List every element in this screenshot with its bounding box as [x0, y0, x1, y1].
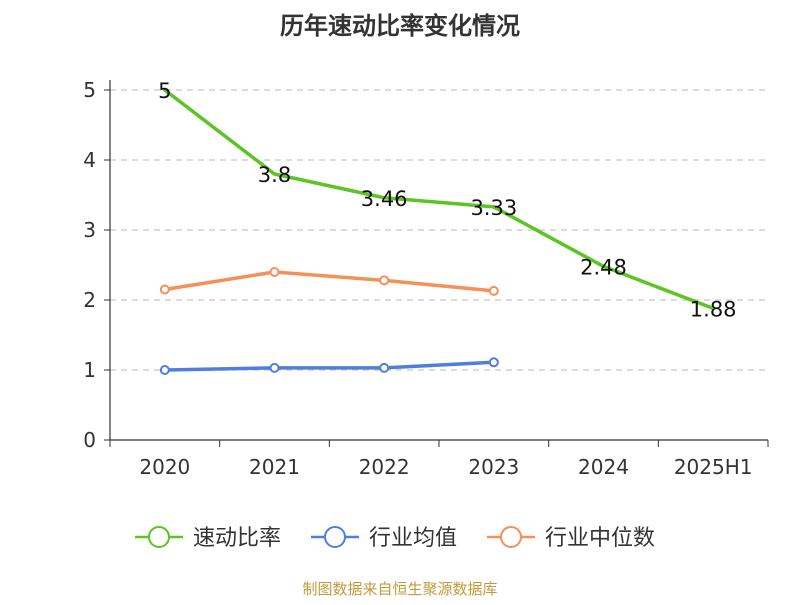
x-tick-label: 2021 [249, 455, 300, 479]
legend-swatch-marker [500, 526, 522, 548]
legend-item: 行业中位数 [487, 526, 655, 551]
grid-layer [110, 89, 768, 371]
y-tick-label: 0 [83, 428, 96, 452]
legend-swatch-marker [324, 526, 346, 548]
x-tick-label: 2023 [468, 455, 519, 479]
y-tick-label: 2 [83, 288, 96, 312]
y-tick-label: 1 [83, 358, 96, 382]
y-tick-label: 3 [83, 218, 96, 242]
legend-label: 行业均值 [369, 526, 457, 551]
series-line [163, 270, 496, 293]
x-tick-label: 2022 [359, 455, 410, 479]
data-label: 3.46 [361, 187, 408, 211]
legend-label: 行业中位数 [545, 526, 655, 551]
y-tick-label: 4 [83, 148, 96, 172]
axis-layer: 0 1 2 3 4 5 2020 2021 2022 2023 2024 2025H1 [83, 78, 769, 479]
series-line [163, 360, 496, 372]
chart-source: 制图数据来自恒生聚源数据库 [302, 580, 498, 598]
chart-title: 历年速动比率变化情况 [280, 12, 520, 40]
data-point [269, 362, 280, 373]
data-point [379, 275, 390, 286]
legend-swatch-marker [148, 526, 170, 548]
data-point [379, 362, 390, 373]
data-label: 3.33 [470, 196, 517, 220]
data-label: 1.88 [690, 297, 737, 321]
x-tick-label: 2020 [139, 455, 190, 479]
series-layer [159, 88, 715, 375]
data-label: 2.48 [580, 255, 627, 279]
data-point [159, 365, 170, 375]
data-label: 3.8 [258, 163, 291, 187]
data-point [488, 357, 499, 368]
legend-label: 速动比率 [193, 526, 281, 551]
series-line [163, 88, 715, 311]
data-point [269, 267, 280, 277]
label-layer: 5 3.8 3.46 3.33 2.48 1.88 [158, 79, 736, 321]
legend-item: 行业均值 [311, 526, 457, 551]
legend-item: 速动比率 [135, 526, 281, 551]
data-point [159, 284, 170, 295]
data-label: 5 [158, 79, 171, 103]
data-point [488, 285, 499, 296]
legend: 速动比率 行业均值 行业中位数 [135, 526, 655, 551]
x-tick-label: 2025H1 [674, 455, 753, 479]
y-tick-label: 5 [83, 78, 96, 102]
x-tick-label: 2024 [578, 455, 629, 479]
